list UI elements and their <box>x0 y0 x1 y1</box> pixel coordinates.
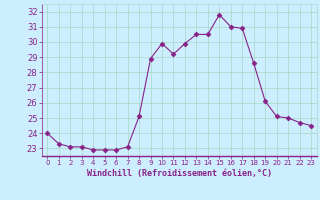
X-axis label: Windchill (Refroidissement éolien,°C): Windchill (Refroidissement éolien,°C) <box>87 169 272 178</box>
